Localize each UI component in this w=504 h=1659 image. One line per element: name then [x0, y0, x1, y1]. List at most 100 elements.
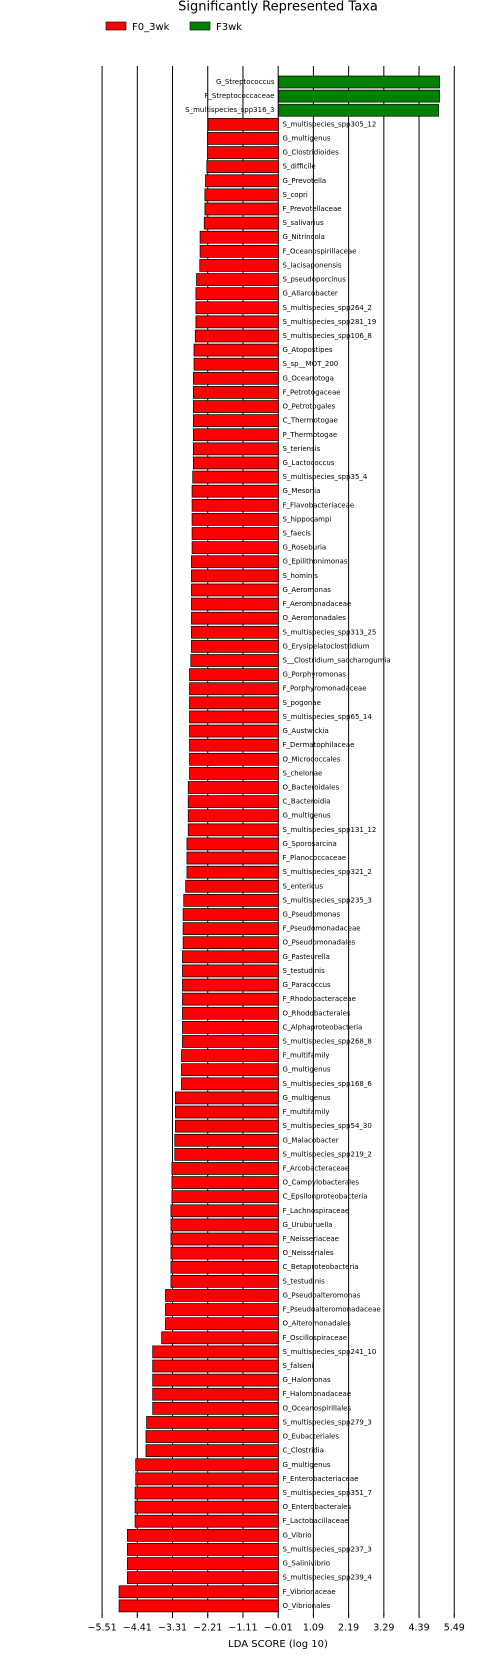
x-tick-label: −0.01 — [264, 1623, 293, 1634]
bar — [195, 315, 279, 329]
category-label: G_Paracoccus — [283, 981, 332, 989]
category-label: G_Pseudomonas — [283, 910, 341, 918]
bar — [206, 160, 279, 174]
category-label: O_Enterobacterales — [283, 1503, 352, 1511]
category-label: C_Epsilonproteobacteria — [283, 1193, 368, 1201]
bar — [182, 922, 279, 935]
x-tick-label: −5.51 — [88, 1623, 117, 1634]
category-label: S_multispecies_spp313_25 — [283, 628, 377, 636]
bar — [187, 795, 279, 808]
category-label: S_multispecies_spp35_4 — [283, 473, 368, 481]
bar — [189, 752, 279, 766]
category-label: O_Eubacteriales — [283, 1433, 340, 1441]
bar — [170, 1218, 279, 1232]
category-label: S_teriensis — [283, 445, 321, 453]
bar — [127, 1543, 279, 1556]
category-label: F_Planococcaceae — [283, 854, 347, 862]
category-label: S_difficile — [283, 163, 316, 171]
bar — [196, 273, 279, 286]
bar — [135, 1472, 279, 1486]
bar — [192, 414, 279, 427]
category-label: F_Petrotogaceae — [283, 388, 341, 396]
category-label: G_Erysipelatoclostridium — [283, 642, 370, 650]
bar — [191, 597, 279, 611]
category-label: S_multispecies_spp106_8 — [283, 332, 372, 340]
bar — [189, 724, 279, 738]
bar — [152, 1387, 279, 1401]
category-label: S__Clostridium_saccharogumia — [283, 657, 391, 665]
bar — [182, 950, 279, 964]
bar — [187, 809, 279, 823]
bar — [165, 1303, 279, 1316]
x-axis-label: LDA SCORE (log 10) — [228, 1639, 328, 1650]
legend-swatch — [105, 21, 127, 31]
bar — [191, 583, 279, 597]
category-label: O_Vibrionales — [283, 1602, 331, 1610]
bar — [182, 978, 279, 992]
bar — [118, 1599, 279, 1613]
bar — [127, 1571, 279, 1585]
bar — [192, 428, 279, 442]
bar — [134, 1486, 279, 1500]
bar — [189, 696, 279, 710]
bar — [175, 1091, 279, 1105]
bar — [182, 1035, 279, 1048]
category-label: C_Bacteroidia — [283, 798, 331, 806]
category-label: O_Pseudomonadales — [283, 939, 356, 947]
category-label: S_pogonae — [283, 699, 321, 707]
bar — [187, 823, 279, 837]
category-label: S_multispecies_spp235_3 — [283, 896, 372, 904]
bar — [174, 1133, 279, 1147]
category-label: S_multispecies_spp54_30 — [283, 1122, 372, 1130]
bar — [195, 287, 279, 300]
bar — [199, 259, 279, 272]
category-label: S_multispecies_spp264_2 — [283, 304, 372, 312]
category-label: F_Neisseriaceae — [283, 1235, 339, 1243]
bar — [203, 216, 279, 230]
category-label: S_salivarius — [283, 219, 324, 227]
chart-title: Significantly Represented Taxa — [178, 0, 378, 15]
category-label: F_Prevotellaceae — [283, 205, 342, 213]
bar — [191, 625, 279, 639]
bar — [191, 640, 279, 653]
bar — [161, 1331, 279, 1345]
category-label: F_multifamily — [283, 1108, 330, 1116]
bar — [181, 1063, 279, 1077]
category-label: F_Dermatophilaceae — [283, 741, 355, 749]
bar — [170, 1246, 279, 1260]
category-label: S_chelonae — [283, 769, 323, 777]
category-label: F_Pseudomonadaceae — [283, 925, 361, 933]
category-label: G_multigenus — [283, 812, 331, 820]
category-label: O_Petrotogales — [283, 403, 336, 411]
x-tick-label: −3.31 — [158, 1623, 187, 1634]
bar — [186, 865, 279, 879]
bar — [182, 1006, 279, 1020]
category-label: G_Salinivibrio — [283, 1560, 331, 1568]
category-label: S_copri — [283, 191, 308, 199]
category-label: S_multispecies_spp241_10 — [283, 1348, 377, 1356]
bar — [152, 1401, 279, 1415]
x-tick-label: 1.09 — [303, 1623, 324, 1634]
x-tick-label: −2.21 — [193, 1623, 222, 1634]
category-label: G_Epilithonimonas — [283, 558, 348, 566]
category-label: G_Sporosarcina — [283, 840, 337, 848]
bar — [170, 1204, 279, 1218]
bar — [192, 400, 279, 413]
bar — [183, 894, 279, 907]
bar — [170, 1232, 279, 1246]
category-label: F_Rhodobacteraceae — [283, 995, 356, 1003]
bar — [204, 202, 279, 216]
category-label: F_Aeromonadaceae — [283, 600, 352, 608]
category-label: G_multigenus — [283, 1066, 331, 1074]
category-label: F_Pseudoalteromonadaceae — [283, 1306, 381, 1314]
bar — [152, 1373, 279, 1387]
category-label: C_Alphaproteobacteria — [283, 1023, 363, 1031]
bar — [193, 343, 279, 357]
bar — [165, 1317, 279, 1331]
bar — [192, 371, 279, 385]
bar — [278, 89, 440, 103]
category-label: G_Clostridioides — [283, 149, 340, 157]
bar — [193, 357, 279, 371]
category-label: S_multispecies_spp237_3 — [283, 1545, 372, 1553]
category-label: C_Clostridia — [283, 1447, 324, 1455]
